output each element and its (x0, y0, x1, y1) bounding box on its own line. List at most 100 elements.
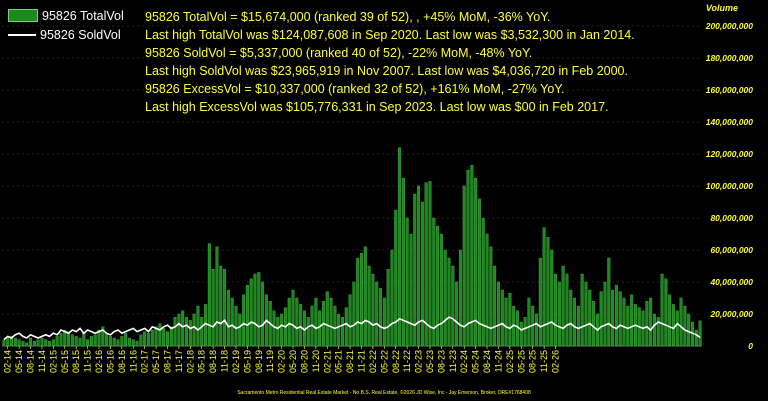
legend-bar-swatch (8, 9, 38, 22)
x-tick-label: 11-22 (402, 350, 412, 372)
legend-label-soldvol: 95826 SoldVol (40, 27, 121, 42)
x-tick-label: 02-26 (551, 350, 561, 373)
bar-totalvol (466, 169, 470, 347)
x-tick-label: 05-14 (14, 350, 24, 373)
y-tick-label: 180,000,000 (706, 53, 754, 63)
x-tick-label: 05-20 (288, 350, 298, 373)
x-tick-label: 11-14 (37, 350, 47, 372)
x-tick-label: 05-18 (197, 350, 207, 373)
bar-totalvol (656, 317, 660, 347)
bar-totalvol (599, 291, 603, 347)
x-tick-label: 08-24 (482, 350, 492, 373)
soldvol-series-line (3, 316, 701, 341)
bar-totalvol (82, 333, 86, 347)
x-tick-label: 02-15 (48, 350, 58, 373)
bar-totalvol (447, 257, 451, 347)
bar-totalvol (675, 310, 679, 347)
note-excessvol-current: 95826 ExcessVol = $10,337,000 (ranked 32… (145, 82, 565, 96)
bar-totalvol (219, 265, 223, 347)
x-tick-label: 02-23 (414, 350, 424, 373)
bar-totalvol (139, 334, 143, 347)
bar-totalvol (679, 297, 683, 347)
bar-totalvol (398, 147, 402, 347)
bar-totalvol (261, 281, 265, 347)
bar-totalvol (337, 313, 341, 347)
bar-totalvol (630, 294, 634, 347)
x-tick-label: 11-18 (220, 350, 230, 372)
x-tick-label: 02-24 (459, 350, 469, 373)
bar-totalvol (192, 313, 196, 347)
bar-totalvol (523, 317, 527, 347)
bar-totalvol (394, 209, 398, 347)
bar-totalvol (485, 233, 489, 347)
bar-totalvol (329, 297, 333, 347)
x-tick-label: 05-17 (151, 350, 161, 373)
bar-totalvol (489, 246, 493, 347)
bar-totalvol (371, 273, 375, 347)
gridlines (2, 25, 702, 347)
bar-totalvol (10, 336, 13, 347)
bar-totalvol (287, 297, 291, 347)
x-tick-label: 05-24 (471, 350, 481, 373)
bar-totalvol (477, 198, 481, 347)
bar-totalvol (32, 341, 36, 347)
x-tick-label: 02-18 (185, 350, 195, 373)
y-tick-label: 140,000,000 (706, 117, 754, 127)
bar-totalvol (48, 341, 52, 347)
bar-totalvol (363, 246, 367, 347)
bar-totalvol (249, 278, 253, 347)
legend: 95826 TotalVol 95826 SoldVol (8, 6, 124, 44)
y-tick-label: 20,000,000 (709, 309, 753, 319)
bar-totalvol (40, 337, 44, 347)
bar-totalvol (405, 217, 409, 347)
x-tick-label: 05-22 (379, 350, 389, 373)
bar-totalvol (169, 326, 173, 347)
bar-totalvol (93, 334, 97, 347)
bar-totalvol (458, 249, 462, 347)
bar-totalvol (409, 233, 413, 347)
bar-totalvol (238, 313, 242, 347)
y-tick-label: 160,000,000 (706, 85, 754, 95)
y-tick-label: 100,000,000 (706, 181, 754, 191)
bar-totalvol (694, 329, 698, 347)
bar-totalvol (652, 313, 656, 347)
x-tick-label: 08-16 (117, 350, 127, 373)
bar-totalvol (386, 269, 390, 347)
x-tick-label: 02-21 (322, 350, 332, 373)
bar-totalvol (166, 331, 169, 347)
y-tick-label: 60,000,000 (710, 245, 753, 255)
bar-totalvol (185, 317, 188, 347)
bar-totalvol (150, 329, 154, 347)
bar-totalvol (242, 294, 246, 347)
note-excessvol-highlow: Last high ExcessVol was $105,776,331 in … (145, 100, 609, 114)
bar-totalvol (223, 269, 227, 347)
bar-totalvol (382, 297, 386, 347)
bar-totalvol (588, 289, 592, 347)
bar-totalvol (436, 225, 440, 347)
bar-totalvol (325, 291, 329, 347)
legend-item-soldvol: 95826 SoldVol (8, 25, 124, 44)
bar-totalvol (375, 281, 379, 347)
y-axis-title: Volume (705, 3, 738, 13)
totalvol-bars (2, 147, 702, 347)
x-tick-label: 05-15 (60, 350, 70, 373)
legend-item-totalvol: 95826 TotalVol (8, 6, 124, 25)
bar-totalvol (500, 289, 504, 347)
bar-totalvol (443, 249, 447, 347)
x-tick-label: 05-23 (425, 350, 435, 373)
bar-totalvol (527, 297, 531, 347)
bar-totalvol (352, 281, 356, 347)
bar-totalvol (70, 334, 74, 347)
bar-totalvol (59, 333, 63, 347)
bar-totalvol (432, 217, 436, 347)
bar-totalvol (177, 313, 181, 347)
x-tick-label: 02-16 (94, 350, 104, 373)
bar-totalvol (112, 337, 116, 347)
x-tick-label: 08-20 (299, 350, 309, 373)
bar-totalvol (360, 253, 363, 347)
x-tick-label: 11-19 (265, 350, 275, 372)
bar-totalvol (196, 305, 200, 347)
bar-totalvol (143, 331, 147, 347)
x-tick-label: 11-24 (493, 350, 503, 372)
